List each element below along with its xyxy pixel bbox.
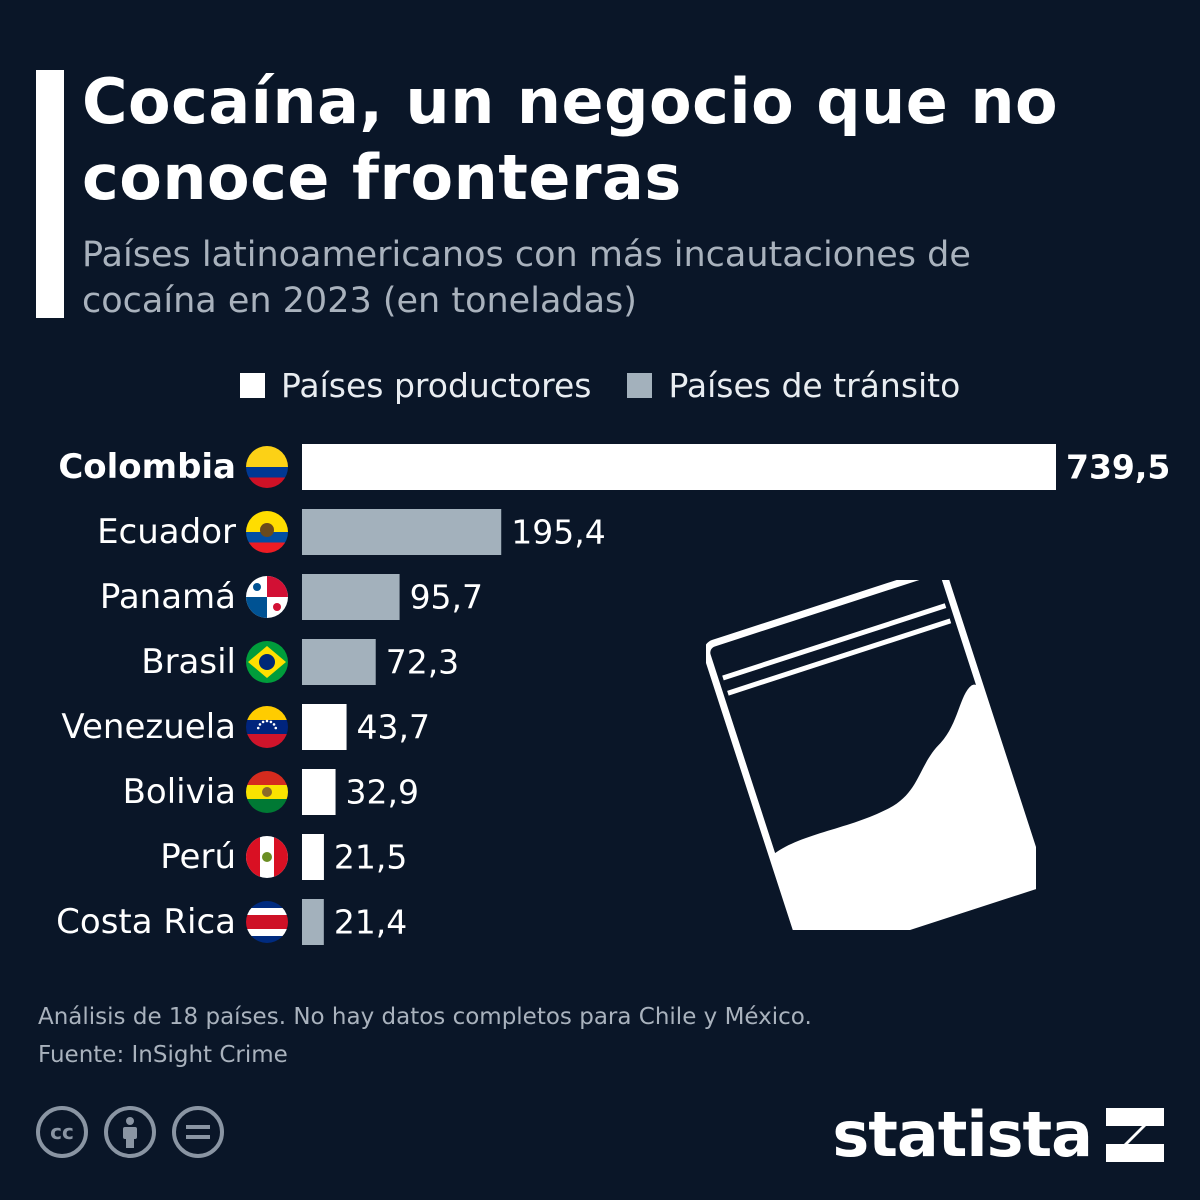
colombia-flag-icon — [246, 446, 288, 488]
value-label: 32,9 — [346, 773, 419, 812]
category-label: Perú — [160, 837, 236, 877]
category-label: Ecuador — [97, 512, 236, 552]
value-label: 21,4 — [334, 903, 407, 942]
value-label: 195,4 — [511, 513, 605, 552]
legend-swatch-transit — [627, 372, 653, 398]
venezuela-flag-icon — [246, 706, 288, 748]
category-label: Panamá — [100, 577, 236, 617]
category-label: Bolivia — [123, 772, 236, 812]
attribution-icon[interactable] — [104, 1106, 156, 1158]
bar-panamá — [302, 574, 400, 620]
statista-logo-icon — [1106, 1107, 1164, 1162]
ecuador-flag-icon — [246, 511, 288, 553]
value-label: 95,7 — [410, 578, 483, 617]
creative-commons-icon[interactable]: cc — [36, 1106, 88, 1158]
footnote: Análisis de 18 países. No hay datos comp… — [38, 1004, 812, 1030]
bar-perú — [302, 834, 324, 880]
bar-chart: Colombia 739,5 Ecuador 195,4 Panamá 95,7 Brasi… — [56, 444, 1170, 945]
bar-colombia — [302, 444, 1056, 490]
brazil-flag-icon — [246, 641, 288, 683]
chart-legend: Países productores Países de tránsito — [240, 362, 996, 408]
bar-ecuador — [302, 509, 502, 555]
category-label: Venezuela — [61, 707, 236, 747]
bar-venezuela — [302, 704, 347, 750]
legend-item-transit: Países de tránsito — [627, 366, 960, 405]
title-accent-bar — [36, 70, 64, 318]
cocaine-bag-icon — [706, 580, 1036, 930]
license-icons: cc — [36, 1106, 240, 1158]
value-label: 72,3 — [386, 643, 459, 682]
legend-swatch-producers — [240, 372, 265, 398]
category-label: Brasil — [141, 642, 236, 682]
legend-label-producers: Países productores — [281, 365, 592, 405]
bar-bolivia — [302, 769, 336, 815]
brand-name: statista — [832, 1098, 1093, 1171]
source-line: Fuente: InSight Crime — [38, 1042, 288, 1068]
footer-notes: Análisis de 18 países. No hay datos comp… — [38, 998, 812, 1074]
legend-item-producers: Países productores — [240, 366, 591, 405]
category-label: Colombia — [58, 447, 236, 487]
chart-subtitle: Países latinoamericanos con más incautac… — [82, 235, 971, 321]
value-label: 739,5 — [1066, 448, 1170, 487]
statista-brand[interactable]: statista — [832, 1098, 1164, 1171]
value-label: 21,5 — [334, 838, 407, 877]
bar-costa-rica — [302, 899, 324, 945]
legend-label-transit: Países de tránsito — [668, 365, 961, 405]
bolivia-flag-icon — [246, 771, 288, 813]
panama-flag-icon — [246, 576, 288, 618]
chart-title: Cocaína, un negocio que no conoce fronte… — [82, 65, 1059, 214]
costa-rica-flag-icon — [246, 901, 288, 943]
bar-brasil — [302, 639, 376, 685]
category-label: Costa Rica — [56, 902, 236, 942]
peru-flag-icon — [246, 836, 288, 878]
no-derivatives-icon[interactable] — [172, 1106, 224, 1158]
value-label: 43,7 — [357, 708, 430, 747]
